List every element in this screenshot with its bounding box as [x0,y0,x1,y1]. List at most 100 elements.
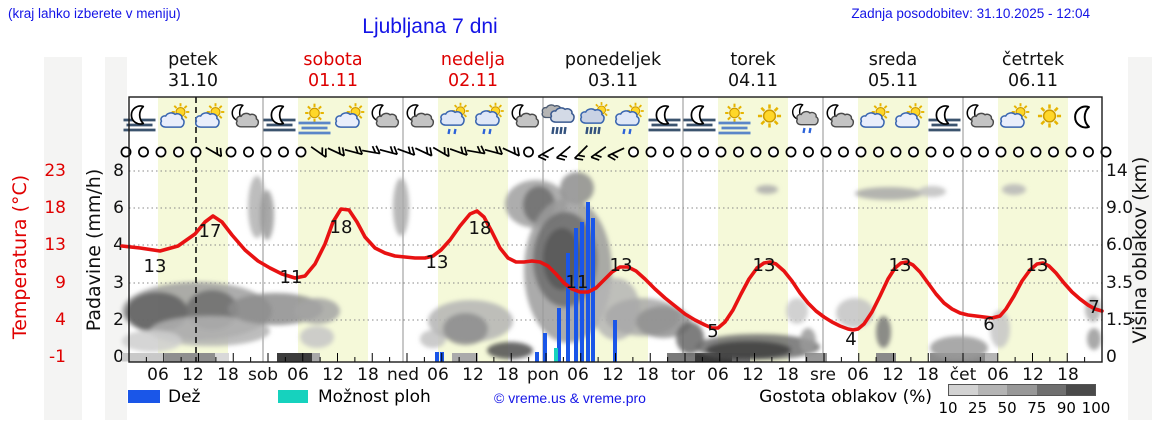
wind-calm-icon [523,146,534,158]
x-tick: 06 [987,365,1009,385]
wind-barb-icon [466,145,486,155]
cloud-tick: 6.0 [1106,235,1134,255]
x-tick: sre [810,365,836,385]
wind-calm-icon [260,146,272,158]
sun-icon [1037,104,1062,128]
wind-calm-icon [295,146,307,158]
wind-barb-icon [537,146,555,161]
wind-calm-icon [225,146,237,158]
x-tick: 18 [357,365,379,385]
wind-calm-icon [908,146,919,158]
rain-bar [586,202,590,362]
sun-cloud-rain-icon [580,102,610,135]
cloud-tick: 0 [1106,347,1117,367]
x-tick: sob [247,365,279,385]
day-date: 03.11 [587,71,639,91]
wind-calm-icon [803,146,814,158]
gradient-segment [1007,385,1037,395]
cloud-density-label: Gostota oblakov (%) [759,387,932,407]
day-name: sobota [303,50,363,70]
wind-calm-icon [1100,146,1112,158]
day-name: torek [730,50,776,70]
wind-barb-icon [310,146,327,158]
wind-calm-icon [750,146,762,158]
wind-calm-icon [1083,146,1094,158]
temp-tick: -1 [49,347,66,367]
x-tick: tor [670,365,696,385]
page-title: Ljubljana 7 dni [362,15,498,38]
wind-calm-icon [995,146,1007,158]
precip-tick: 8 [113,161,124,181]
x-tick: 18 [497,365,519,385]
wind-barb-icon [361,145,381,155]
temp-value-label: 18 [330,217,353,238]
moon-cloud-icon [511,104,540,128]
temp-value-label: 11 [280,267,303,288]
wind-calm-icon [698,146,709,158]
temp-value-label: 17 [199,221,222,242]
gradient-segment [978,385,1008,395]
wind-calm-icon [890,146,902,158]
sun-cloud-icon [335,103,365,128]
fog-strip-segment [452,353,478,362]
wind-calm-icon [173,146,184,158]
day-name: sreda [868,50,918,70]
wind-calm-icon [138,146,149,158]
day-name: nedelja [440,50,506,70]
temp-tick: 9 [55,273,66,293]
wind-calm-icon [680,146,692,158]
wind-barb-icon [344,145,363,156]
moon-icon [1074,105,1090,129]
rain-bar [613,320,617,362]
x-tick: 06 [147,365,169,385]
fog-strip-segment [667,353,695,362]
moon-fog-icon [928,105,961,132]
copyright-link[interactable]: © vreme.us & vreme.pro [494,390,646,406]
wind-calm-icon [1048,146,1059,158]
wind-calm-icon [715,146,727,158]
moon-cloud-drizzle-icon [792,103,819,134]
precip-tick: 6 [113,198,124,218]
wind-calm-icon [820,146,832,158]
wind-calm-icon [155,146,167,158]
wind-calm-icon [925,146,937,158]
wind-calm-icon [663,146,674,158]
temp-value-label: 6 [983,314,994,335]
wind-calm-icon [645,146,657,158]
wind-calm-icon [855,146,867,158]
sun-cloud-drizzle-icon [440,102,469,135]
cloud-density-gradient [948,384,1096,396]
fog-strip-segment [277,353,312,362]
temp-value-label: 13 [753,255,776,276]
x-tick: 06 [427,365,449,385]
cloud-rain-icon [541,104,575,135]
sun-cloud-icon [160,103,190,128]
x-tick: 06 [707,365,729,385]
precip-tick: 4 [113,235,124,255]
gradient-segment [1036,385,1066,395]
day-name: četrtek [1001,50,1065,70]
fog-strip-segment [165,353,215,362]
sun-cloud-icon [860,103,890,128]
showers-legend-swatch [278,390,308,403]
cloud-tick: 9.0 [1106,198,1134,218]
wind-barb-icon [414,146,433,157]
wind-barb-icon [484,145,503,156]
temp-value-label: 13 [889,255,912,276]
temp-value-label: 13 [144,256,167,277]
temp-value-label: 7 [1088,297,1099,318]
day-band [998,97,1068,362]
shower-bar [554,348,558,362]
right-cloud-strip [1128,57,1152,420]
x-tick: 12 [1022,365,1044,385]
wind-calm-icon [733,146,744,158]
gradient-segment [949,385,979,395]
x-tick: 12 [602,365,624,385]
temp-value-label: 11 [566,272,589,293]
rain-bar [557,308,561,362]
wind-barb-icon [556,145,571,161]
gradient-label: 10 [938,399,958,417]
sun-cloud-icon [195,103,225,128]
sun-fog-icon [718,103,751,135]
moon-cloud-icon [826,104,855,128]
